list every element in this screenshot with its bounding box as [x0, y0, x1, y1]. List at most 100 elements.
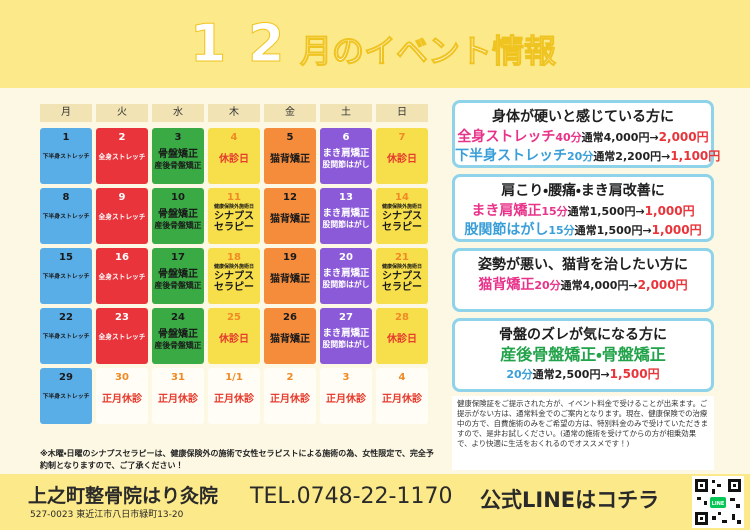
date: 15 [59, 252, 73, 263]
labels: 全身ストレッチ [96, 213, 148, 222]
label: 正月休診 [270, 394, 310, 405]
labels: 下半身ストレッチ [40, 394, 92, 401]
date: 13 [339, 192, 353, 203]
weekday: 水 [152, 104, 204, 122]
date: 20 [339, 252, 353, 263]
day-cell: 24 骨盤矯正 産後骨盤矯正 [152, 308, 204, 364]
day-cell: 25 休診日 [208, 308, 260, 364]
day-cell: 8 下半身ストレッチ [40, 188, 92, 244]
duration: 15分 [541, 205, 568, 218]
label: 正月休診 [326, 394, 366, 405]
label: 股関節はがし [322, 279, 370, 289]
regular-price: 通常2,500円→ [532, 368, 610, 381]
label: 猫背矯正 [270, 274, 310, 285]
labels: 正月休診 [152, 394, 204, 406]
weekday: 日 [376, 104, 428, 122]
offer-heading: 姿勢が悪い、猫背を治したい方に [478, 257, 688, 273]
date: 27 [339, 312, 353, 323]
day-cell: 12 猫背矯正 [264, 188, 316, 244]
labels: 全身ストレッチ [96, 273, 148, 282]
offer-row: 猫背矯正20分通常4,000円→2,000円 [455, 276, 711, 295]
labels: 猫背矯正 [264, 334, 316, 346]
labels: 骨盤矯正 産後骨盤矯正 [152, 149, 204, 170]
regular-price: 通常2,200円→ [593, 150, 671, 163]
labels: 骨盤矯正 産後骨盤矯正 [152, 269, 204, 290]
day-cell: 5 猫背矯正 [264, 128, 316, 184]
day-cell: 16 全身ストレッチ [96, 248, 148, 304]
day-cell: 10 骨盤矯正 産後骨盤矯正 [152, 188, 204, 244]
weekday: 月 [40, 104, 92, 122]
menu-name: 産後骨盤矯正・骨盤矯正 [500, 345, 666, 364]
label: 股関節はがし [322, 339, 370, 349]
labels: 休診日 [376, 334, 428, 346]
date: 14 [395, 192, 409, 203]
labels: 骨盤矯正 産後骨盤矯正 [152, 329, 204, 350]
date: 23 [115, 312, 129, 323]
day-cell: 27 まき肩矯正 股関節はがし [320, 308, 372, 364]
labels: まき肩矯正 股関節はがし [320, 208, 372, 229]
labels: 健康保険外施術日 シナプス セラピー [376, 264, 428, 294]
menu-name: 猫背矯正 [478, 277, 535, 293]
labels: 健康保険外施術日 シナプス セラピー [208, 204, 260, 234]
day-cell: 7 休診日 [376, 128, 428, 184]
date: 29 [59, 372, 73, 383]
labels: 猫背矯正 [264, 274, 316, 286]
day-cell: 18 健康保険外施術日 シナプス セラピー [208, 248, 260, 304]
labels: 健康保険外施術日 シナプス セラピー [376, 204, 428, 234]
day-cell: 13 まき肩矯正 股関節はがし [320, 188, 372, 244]
offer-heading: 骨盤のズレが気になる方に [499, 327, 667, 343]
date: 21 [395, 252, 409, 263]
day-cell: 21 健康保険外施術日 シナプス セラピー [376, 248, 428, 304]
regular-price: 通常4,000円→ [560, 279, 638, 292]
label: 全身ストレッチ [98, 213, 146, 221]
date: 16 [115, 252, 129, 263]
offer-panel: 肩こり・腰痛・まき肩改善に まき肩矯正15分通常1,500円→1,000円 股関節は… [452, 174, 714, 242]
line-link[interactable]: 公式LINEはコチラ [480, 488, 660, 512]
date: 4 [398, 372, 406, 383]
labels: 健康保険外施術日 シナプス セラピー [208, 264, 260, 294]
label: シナプス [214, 210, 254, 222]
label: 股関節はがし [322, 219, 370, 229]
labels: まき肩矯正 股関節はがし [320, 148, 372, 169]
label: 下半身ストレッチ [42, 154, 90, 160]
duration: 20分 [506, 368, 533, 381]
label: 正月休診 [214, 394, 254, 405]
day-cell: 4 正月休診 [376, 368, 428, 424]
label: 産後骨盤矯正 [154, 340, 202, 350]
date: 17 [171, 252, 185, 263]
date: 4 [230, 132, 238, 143]
label: セラピー [382, 282, 422, 294]
label: 下半身ストレッチ [42, 394, 90, 400]
day-cell: 29 下半身ストレッチ [40, 368, 92, 424]
label: まき肩矯正 [322, 328, 370, 339]
day-cell: 20 まき肩矯正 股関節はがし [320, 248, 372, 304]
weekday: 木 [208, 104, 260, 122]
qr-code[interactable]: LINE [692, 476, 744, 528]
date: 25 [227, 312, 241, 323]
day-cell: 3 骨盤矯正 産後骨盤矯正 [152, 128, 204, 184]
offer-panel: 身体が硬いと感じている方に 全身ストレッチ40分通常4,000円→2,000円 下半… [452, 100, 720, 168]
label: セラピー [214, 222, 254, 234]
menu-name: 下半身ストレッチ [455, 148, 567, 164]
day-cell: 31 正月休診 [152, 368, 204, 424]
labels: 全身ストレッチ [96, 333, 148, 342]
label: セラピー [214, 282, 254, 294]
date: 3 [174, 132, 182, 143]
label: 猫背矯正 [270, 334, 310, 345]
duration: 40分 [555, 131, 582, 144]
event-price: 1,500円 [609, 367, 660, 381]
labels: 正月休診 [264, 394, 316, 406]
label: 産後骨盤矯正 [154, 220, 202, 230]
label: 骨盤矯正 [158, 329, 198, 340]
date: 1/1 [225, 372, 243, 383]
regular-price: 通常1,500円→ [574, 224, 652, 237]
day-cell: 26 猫背矯正 [264, 308, 316, 364]
label: まき肩矯正 [322, 148, 370, 159]
event-price: 1,100円 [670, 149, 721, 163]
menu-name: 股関節はがし [464, 222, 549, 238]
label: 休診日 [387, 154, 417, 165]
label: セラピー [382, 222, 422, 234]
date: 28 [395, 312, 409, 323]
regular-price: 通常4,000円→ [581, 131, 659, 144]
day-cell: 17 骨盤矯正 産後骨盤矯正 [152, 248, 204, 304]
